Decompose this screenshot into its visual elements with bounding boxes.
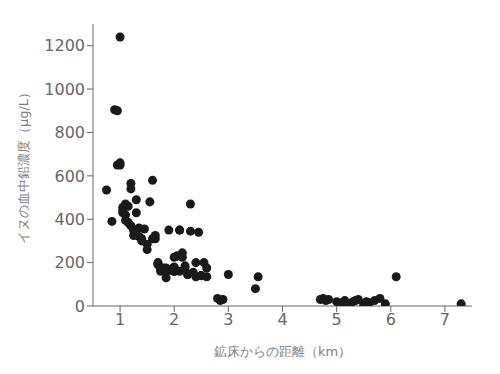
svg-text:600: 600 [54, 167, 85, 186]
svg-text:200: 200 [54, 253, 85, 272]
svg-text:イヌの血中鉛濃度（μg/L）: イヌの血中鉛濃度（μg/L） [16, 86, 31, 244]
svg-text:7: 7 [440, 310, 450, 329]
svg-text:1200: 1200 [44, 36, 85, 55]
svg-text:800: 800 [54, 123, 85, 142]
svg-text:5: 5 [332, 310, 342, 329]
svg-text:6: 6 [386, 310, 396, 329]
svg-text:0: 0 [75, 297, 85, 316]
svg-text:2: 2 [169, 310, 179, 329]
svg-text:1000: 1000 [44, 80, 85, 99]
svg-text:鉱床からの距離（km）: 鉱床からの距離（km） [214, 344, 351, 359]
svg-text:3: 3 [223, 310, 233, 329]
svg-text:400: 400 [54, 210, 85, 229]
svg-text:1: 1 [115, 310, 125, 329]
svg-text:4: 4 [277, 310, 287, 329]
